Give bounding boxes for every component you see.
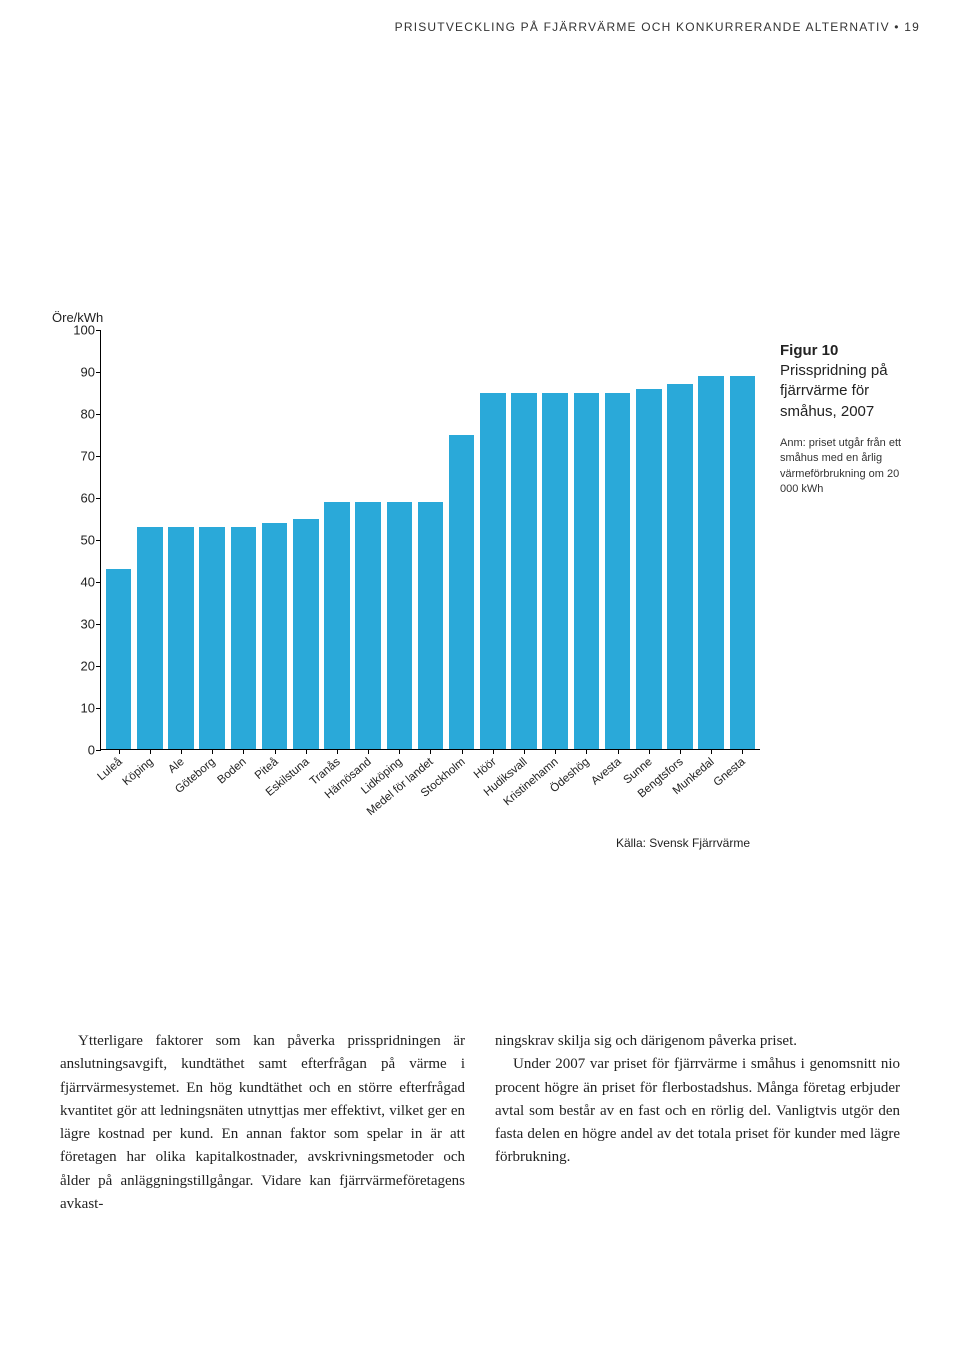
bar-slot: Boden — [228, 330, 259, 749]
y-tick-label: 90 — [63, 365, 95, 380]
bar-slot: Luleå — [103, 330, 134, 749]
bar-slot: Härnösand — [353, 330, 384, 749]
bar-slot: Höör — [477, 330, 508, 749]
bar-slot: Sunne — [633, 330, 664, 749]
bar — [574, 393, 600, 749]
bar-slot: Köping — [134, 330, 165, 749]
figure-10: Öre/kWh LuleåKöpingAleGöteborgBodenPiteå… — [60, 330, 920, 850]
bar — [511, 393, 537, 749]
body-text: Ytterligare faktorer som kan påverka pri… — [60, 1030, 900, 1216]
bar-slot: Göteborg — [197, 330, 228, 749]
bar-slot: Stockholm — [446, 330, 477, 749]
figure-subtitle: Prisspridning på fjärrvärme för småhus, … — [780, 361, 920, 422]
figure-source: Källa: Svensk Fjärrvärme — [616, 836, 750, 850]
y-tick-label: 10 — [63, 701, 95, 716]
bar-slot: Hudiksvall — [508, 330, 539, 749]
y-tick-mark — [96, 582, 101, 583]
body-paragraph: Under 2007 var priset för fjärrvärme i s… — [495, 1053, 900, 1169]
bar-slot: Piteå — [259, 330, 290, 749]
figure-title: Figur 10 — [780, 342, 920, 359]
bar — [418, 502, 444, 749]
running-head: PRISUTVECKLING PÅ FJÄRRVÄRME OCH KONKURR… — [395, 20, 920, 34]
y-tick-mark — [96, 372, 101, 373]
y-tick-mark — [96, 666, 101, 667]
y-tick-label: 80 — [63, 407, 95, 422]
y-tick-label: 0 — [63, 743, 95, 758]
y-tick-mark — [96, 330, 101, 331]
body-paragraph: ningskrav skilja sig och därigenom påver… — [495, 1030, 900, 1053]
bar — [667, 384, 693, 749]
bar — [449, 435, 475, 749]
bar — [324, 502, 350, 749]
bar-slot: Tranås — [321, 330, 352, 749]
y-tick-mark — [96, 456, 101, 457]
y-tick-label: 40 — [63, 575, 95, 590]
x-tick-label: Boden — [216, 752, 254, 786]
body-paragraph: Ytterligare faktorer som kan påverka pri… — [60, 1030, 465, 1216]
bar — [605, 393, 631, 749]
bar — [293, 519, 319, 749]
bar-slot: Bengtsfors — [664, 330, 695, 749]
bar — [262, 523, 288, 749]
bar-slot: Lidköping — [384, 330, 415, 749]
bar-slot: Munkedal — [696, 330, 727, 749]
plot-area: LuleåKöpingAleGöteborgBodenPiteåEskilstu… — [100, 330, 760, 750]
body-column-right: ningskrav skilja sig och därigenom påver… — [495, 1030, 900, 1216]
y-tick-label: 30 — [63, 617, 95, 632]
bar — [387, 502, 413, 749]
body-column-left: Ytterligare faktorer som kan påverka pri… — [60, 1030, 465, 1216]
bar — [168, 527, 194, 749]
bar-slot: Kristinehamn — [540, 330, 571, 749]
y-tick-mark — [96, 540, 101, 541]
bar-slot: Ale — [165, 330, 196, 749]
y-tick-label: 50 — [63, 533, 95, 548]
figure-caption: Figur 10 Prisspridning på fjärrvärme för… — [760, 330, 920, 850]
figure-note: Anm: priset utgår från ett småhus med en… — [780, 436, 920, 498]
bar — [231, 527, 257, 749]
x-tick-label: Avesta — [589, 752, 628, 788]
y-tick-mark — [96, 624, 101, 625]
bar — [698, 376, 724, 749]
y-tick-mark — [96, 498, 101, 499]
bar-slot: Ödeshög — [571, 330, 602, 749]
x-tick-label: Ale — [166, 752, 191, 776]
y-tick-mark — [96, 708, 101, 709]
bar-slot: Medel för landet — [415, 330, 446, 749]
bar — [106, 569, 132, 749]
y-tick-label: 70 — [63, 449, 95, 464]
bar — [636, 389, 662, 749]
bar-slot: Eskilstuna — [290, 330, 321, 749]
bar-slot: Gnesta — [727, 330, 758, 749]
bars-container: LuleåKöpingAleGöteborgBodenPiteåEskilstu… — [101, 330, 760, 749]
bar — [199, 527, 225, 749]
bar — [730, 376, 756, 749]
bar — [137, 527, 163, 749]
bar — [542, 393, 568, 749]
y-tick-label: 100 — [63, 323, 95, 338]
y-tick-mark — [96, 414, 101, 415]
bar-slot: Avesta — [602, 330, 633, 749]
y-tick-label: 20 — [63, 659, 95, 674]
bar — [480, 393, 506, 749]
bar — [355, 502, 381, 749]
y-tick-label: 60 — [63, 491, 95, 506]
y-tick-mark — [96, 750, 101, 751]
chart-plot: Öre/kWh LuleåKöpingAleGöteborgBodenPiteå… — [60, 330, 760, 850]
